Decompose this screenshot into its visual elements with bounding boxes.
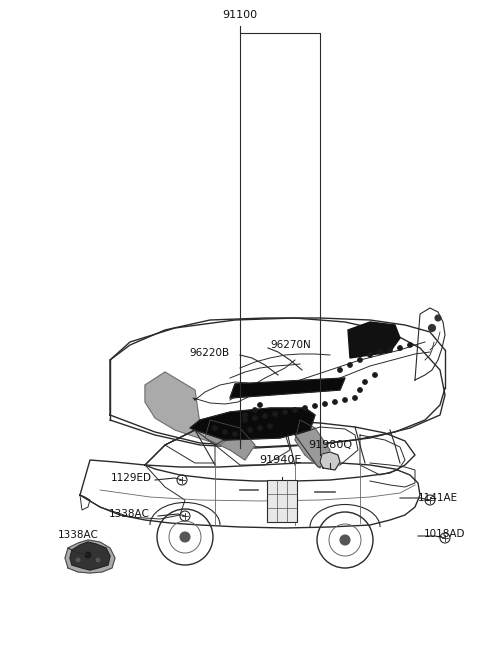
Circle shape	[252, 415, 257, 421]
Circle shape	[292, 407, 298, 413]
Circle shape	[242, 417, 248, 422]
Text: 91100: 91100	[222, 10, 258, 20]
Circle shape	[95, 557, 101, 563]
Text: 91940E: 91940E	[259, 455, 301, 465]
Circle shape	[337, 367, 343, 373]
Circle shape	[377, 350, 383, 354]
Polygon shape	[70, 542, 110, 570]
Text: 1338AC: 1338AC	[109, 509, 150, 519]
Circle shape	[368, 352, 372, 358]
Polygon shape	[145, 372, 230, 445]
Circle shape	[352, 396, 358, 400]
Circle shape	[358, 358, 362, 362]
Polygon shape	[65, 540, 115, 573]
Text: 96270N: 96270N	[270, 340, 311, 350]
Polygon shape	[348, 322, 400, 358]
Circle shape	[267, 424, 273, 428]
Polygon shape	[320, 452, 340, 470]
Circle shape	[387, 348, 393, 352]
Circle shape	[435, 315, 441, 321]
Circle shape	[429, 324, 435, 331]
Polygon shape	[230, 378, 345, 398]
Circle shape	[362, 379, 368, 384]
Text: 1141AE: 1141AE	[418, 493, 458, 503]
Circle shape	[223, 430, 228, 434]
Circle shape	[257, 426, 263, 430]
Circle shape	[248, 428, 252, 432]
Circle shape	[333, 400, 337, 405]
Circle shape	[257, 403, 263, 407]
Circle shape	[397, 345, 403, 350]
Circle shape	[348, 362, 352, 367]
Circle shape	[252, 407, 257, 413]
Bar	[267, 480, 297, 522]
Polygon shape	[295, 420, 330, 468]
Circle shape	[180, 532, 190, 542]
Circle shape	[273, 411, 277, 417]
Circle shape	[372, 373, 377, 377]
Circle shape	[84, 551, 92, 559]
Circle shape	[263, 413, 267, 419]
Text: 91980Q: 91980Q	[308, 440, 352, 450]
Circle shape	[340, 535, 350, 545]
Circle shape	[323, 402, 327, 407]
Circle shape	[75, 557, 81, 563]
Circle shape	[358, 388, 362, 392]
Polygon shape	[205, 420, 255, 460]
Circle shape	[302, 405, 308, 411]
Text: 1129ED: 1129ED	[111, 473, 152, 483]
Text: 96220B: 96220B	[190, 348, 230, 358]
Circle shape	[213, 426, 217, 430]
Circle shape	[242, 413, 248, 417]
Circle shape	[343, 398, 348, 403]
Circle shape	[232, 432, 238, 436]
Text: 1018AD: 1018AD	[423, 529, 465, 539]
Text: 1338AC: 1338AC	[58, 530, 99, 540]
Circle shape	[408, 343, 412, 348]
Circle shape	[283, 409, 288, 415]
Circle shape	[312, 403, 317, 409]
Polygon shape	[190, 408, 315, 440]
